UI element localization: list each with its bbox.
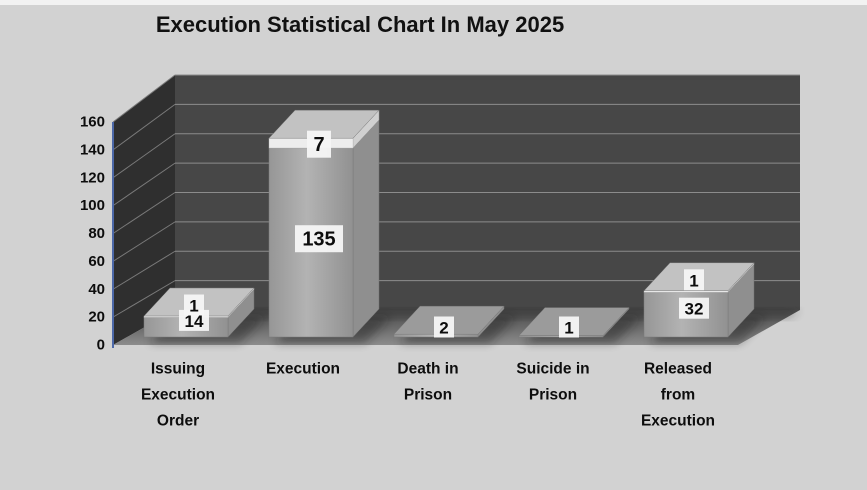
gridline-side-160 — [112, 74, 176, 123]
value-label-patch-issuing-execution-order-secondary — [184, 294, 204, 316]
category-label-suicide-in-prison-line1: Suicide in — [516, 361, 589, 378]
value-label-patch-execution-secondary — [307, 130, 331, 158]
gridline-side-120 — [112, 133, 176, 179]
gridline-side-20 — [112, 280, 176, 318]
value-label-death-in-prison-primary: 2 — [439, 319, 448, 338]
y-tick-label-100: 100 — [80, 197, 105, 214]
gridline-side-40 — [112, 250, 176, 290]
category-label-execution-line1: Execution — [266, 361, 340, 378]
value-label-patch-execution-primary — [295, 225, 343, 253]
value-label-issuing-execution-order-primary: 14 — [185, 312, 204, 331]
gridline-side-80 — [112, 192, 176, 234]
value-label-patch-death-in-prison-primary — [434, 316, 454, 338]
y-tick-label-60: 60 — [88, 253, 105, 270]
category-label-issuing-execution-order-line1: Issuing — [151, 361, 205, 378]
value-label-patch-released-from-execution-primary — [679, 297, 709, 319]
value-label-execution-primary: 135 — [302, 229, 335, 251]
value-label-released-from-execution-secondary: 1 — [689, 271, 698, 290]
y-tick-label-120: 120 — [80, 169, 105, 186]
y-tick-label-20: 20 — [88, 309, 105, 326]
chart-title: Execution Statistical Chart In May 2025 — [155, 12, 565, 37]
y-tick-label-160: 160 — [80, 114, 105, 131]
category-label-suicide-in-prison-line2: Prison — [529, 387, 577, 404]
side-wall — [113, 75, 175, 345]
gridline-side-140 — [112, 103, 176, 151]
gridline-side-100 — [112, 162, 176, 207]
category-label-released-from-execution-line2: from — [661, 387, 695, 404]
category-label-released-from-execution-line1: Released — [644, 361, 712, 378]
category-label-death-in-prison-line2: Prison — [404, 387, 452, 404]
value-label-patch-released-from-execution-secondary — [684, 269, 704, 291]
gridline-side-60 — [112, 221, 176, 262]
value-label-suicide-in-prison-primary: 1 — [564, 319, 573, 338]
bar-side-execution — [352, 119, 380, 338]
category-label-issuing-execution-order-line2: Execution — [141, 387, 215, 404]
value-label-execution-secondary: 7 — [313, 134, 324, 156]
value-label-released-from-execution-primary: 32 — [685, 300, 704, 319]
y-tick-label-140: 140 — [80, 141, 105, 158]
category-label-released-from-execution-line3: Execution — [641, 413, 715, 430]
value-label-issuing-execution-order-secondary: 1 — [189, 297, 198, 316]
top-strip — [0, 0, 867, 5]
y-tick-label-0: 0 — [97, 337, 105, 354]
y-tick-label-80: 80 — [88, 225, 105, 242]
value-label-patch-suicide-in-prison-primary — [559, 316, 579, 338]
category-label-death-in-prison-line1: Death in — [397, 361, 458, 378]
y-tick-label-40: 40 — [88, 281, 105, 298]
category-label-issuing-execution-order-line3: Order — [157, 413, 199, 430]
